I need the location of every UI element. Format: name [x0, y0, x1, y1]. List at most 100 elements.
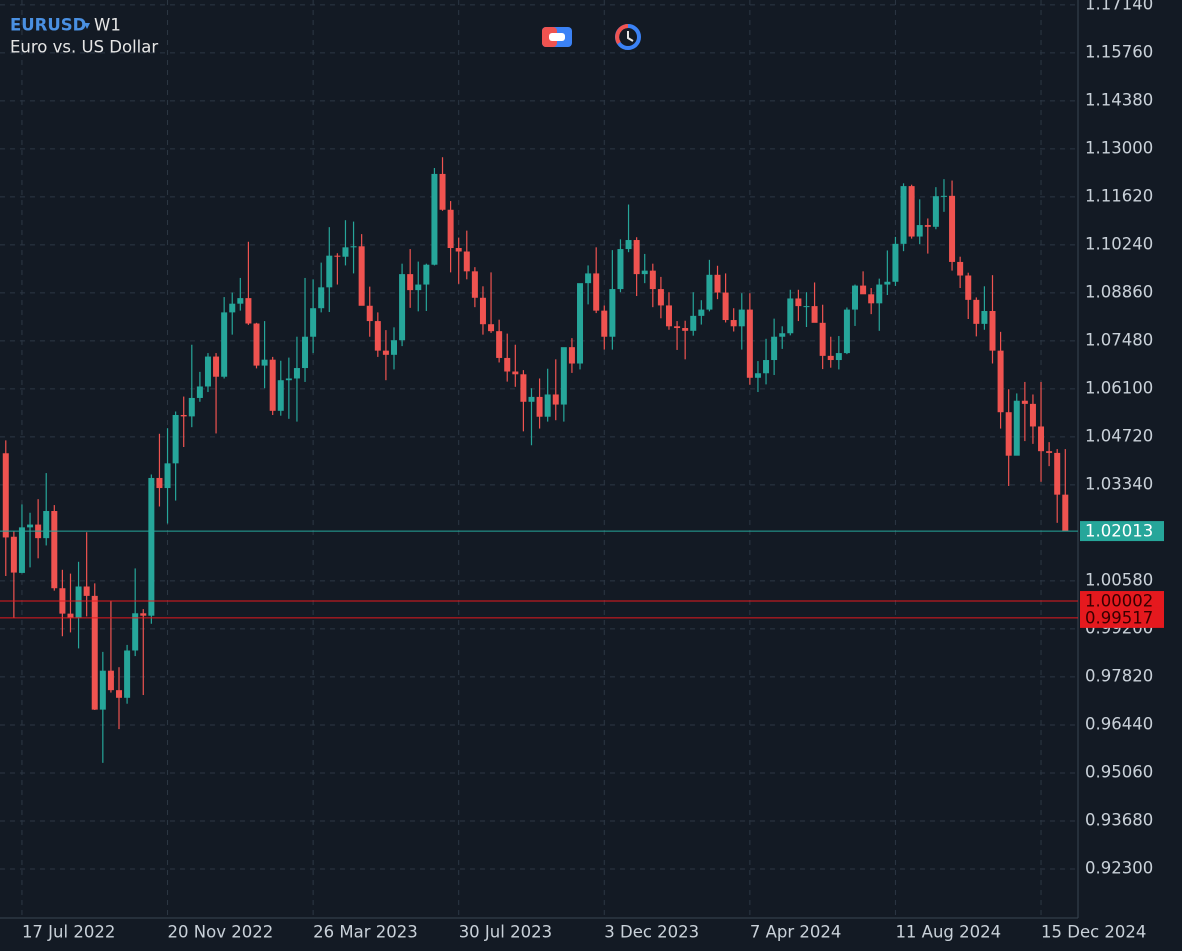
candle-body	[1038, 426, 1045, 452]
candle-body	[528, 396, 535, 402]
candle-body	[641, 270, 648, 275]
candle-body	[326, 255, 333, 288]
y-tick-label: 0.92300	[1085, 858, 1153, 877]
candle-body	[1013, 400, 1020, 456]
candle-body	[617, 249, 624, 290]
candle-body	[811, 306, 818, 323]
candle-body	[99, 670, 106, 710]
candle-body	[682, 328, 689, 331]
x-tick-label: 7 Apr 2024	[750, 923, 842, 942]
candle-body	[698, 309, 705, 316]
candle-body	[407, 274, 414, 291]
plot	[0, 0, 1078, 918]
candle-body	[496, 331, 503, 358]
candle-body	[1029, 403, 1036, 427]
trade-icon[interactable]	[542, 27, 572, 47]
candle-body	[520, 374, 527, 402]
y-tick-label: 1.15760	[1085, 42, 1153, 61]
candle-body	[132, 613, 139, 651]
price-label: 1.02013	[1085, 522, 1153, 541]
candle-body	[908, 186, 915, 237]
candle-body	[75, 586, 82, 618]
candle-body	[471, 271, 478, 298]
candle-body	[868, 294, 875, 304]
candle-body	[940, 195, 947, 197]
candle-body	[415, 284, 422, 291]
candle-body	[1046, 451, 1053, 453]
candle-body	[932, 196, 939, 227]
candle-body	[124, 650, 131, 698]
candle-body	[997, 350, 1004, 413]
candle-body	[245, 298, 252, 324]
timeframe[interactable]: W1	[94, 16, 121, 35]
symbol[interactable]: EURUSD	[10, 16, 86, 35]
candle-body	[722, 292, 729, 321]
candle-body	[390, 340, 397, 355]
y-tick-label: 0.97820	[1085, 666, 1153, 685]
candle-body	[965, 275, 972, 300]
candle-body	[649, 270, 656, 290]
candle-body	[601, 310, 608, 337]
x-tick-label: 15 Dec 2024	[1041, 923, 1146, 942]
y-tick-label: 1.07480	[1085, 330, 1153, 349]
candle-body	[771, 336, 778, 361]
candle-body	[536, 396, 543, 417]
dropdown-icon[interactable]	[84, 23, 90, 29]
candle-body	[957, 261, 964, 276]
candle-body	[657, 289, 664, 306]
price-label-bg	[1080, 607, 1164, 628]
candle-body	[310, 308, 317, 337]
candle-body	[852, 285, 859, 310]
y-tick-label: 1.17140	[1085, 0, 1153, 13]
candle-body	[577, 283, 584, 364]
candle-body	[83, 586, 90, 596]
candle-body	[285, 378, 292, 381]
candle-body	[665, 305, 672, 327]
y-tick-label: 0.93680	[1085, 810, 1153, 829]
candle-body	[512, 371, 519, 375]
y-tick-label: 1.00580	[1085, 570, 1153, 589]
candle-body	[795, 298, 802, 307]
candle-body	[221, 312, 228, 377]
candle-body	[350, 246, 357, 248]
candle-body	[374, 321, 381, 351]
candle-body	[754, 373, 761, 378]
candle-body	[884, 281, 891, 285]
candle-body	[803, 306, 810, 308]
candle-body	[366, 305, 373, 322]
candle-body	[447, 209, 454, 249]
candle-body	[1062, 494, 1069, 532]
candle-body	[10, 536, 17, 573]
candle-body	[568, 347, 575, 364]
description: Euro vs. US Dollar	[10, 38, 158, 57]
y-tick-label: 0.95060	[1085, 762, 1153, 781]
candle-body	[261, 359, 268, 366]
clock-icon[interactable]	[615, 24, 641, 50]
candle-body	[706, 274, 713, 310]
y-tick-label: 1.06100	[1085, 378, 1153, 397]
candle-body	[843, 309, 850, 354]
candle-body	[293, 368, 300, 379]
candle-body	[819, 322, 826, 356]
candle-body	[116, 690, 123, 698]
candle-body	[560, 347, 567, 405]
candle-body	[148, 477, 155, 616]
candle-body	[342, 247, 349, 257]
candle-body	[269, 359, 276, 411]
candle-body	[552, 394, 559, 405]
candle-body	[229, 303, 236, 313]
candle-body	[827, 355, 834, 361]
candle-body	[585, 273, 592, 284]
candle-body	[609, 289, 616, 337]
candle-body	[738, 309, 745, 327]
candle-body	[544, 394, 551, 417]
candle-body	[625, 240, 632, 250]
candle-body	[196, 386, 203, 398]
candle-body	[399, 274, 406, 341]
candle-body	[318, 287, 325, 309]
x-tick-label: 17 Jul 2022	[22, 923, 115, 942]
candle-body	[277, 380, 284, 411]
candle-body	[714, 274, 721, 293]
candle-body	[763, 360, 770, 374]
